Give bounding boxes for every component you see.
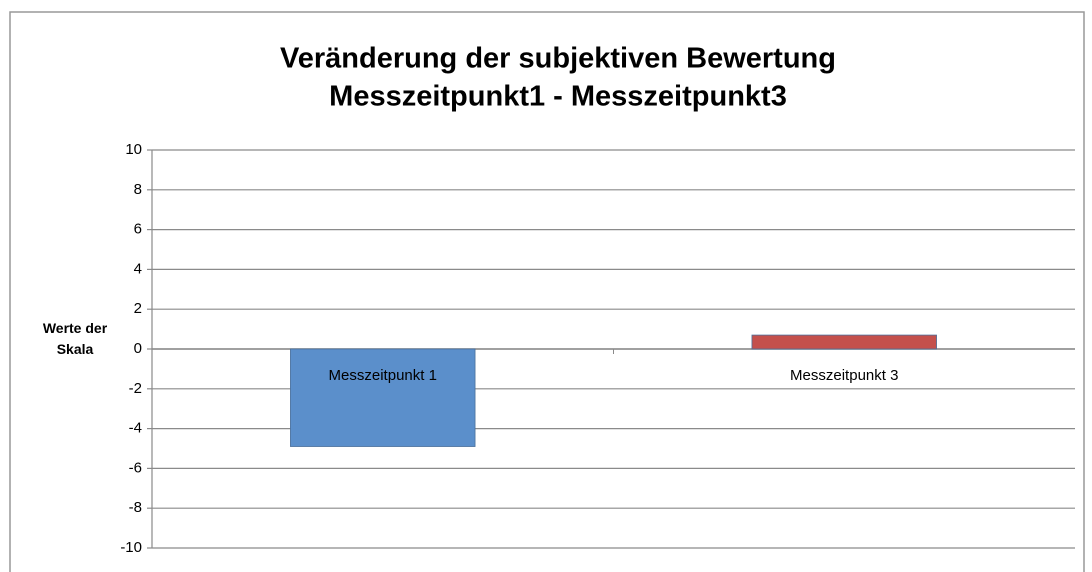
- bar: [751, 334, 937, 350]
- y-tick-label: -4: [129, 420, 142, 437]
- chart-title: Veränderung der subjektiven Bewertung: [280, 43, 836, 75]
- x-tick-label: Messzeitpunkt 3: [790, 367, 898, 384]
- chart-border: [9, 11, 1085, 572]
- y-tick-label: -2: [129, 380, 142, 397]
- y-tick-label: 8: [134, 181, 142, 198]
- y-tick-label: -6: [129, 459, 142, 476]
- chart-subtitle: Messzeitpunkt1 - Messzeitpunkt3: [329, 81, 787, 113]
- y-tick-label: 6: [134, 221, 142, 238]
- y-tick-label: 4: [134, 260, 142, 277]
- y-tick-label: -8: [129, 499, 142, 516]
- y-axis-label: Werte der Skala: [42, 320, 108, 357]
- bar: [290, 348, 476, 447]
- y-tick-label: 0: [134, 340, 142, 357]
- y-tick-label: -10: [120, 539, 142, 556]
- x-tick-label: Messzeitpunkt 1: [329, 367, 437, 384]
- y-tick-label: 2: [134, 300, 142, 317]
- y-tick-label: 10: [125, 141, 142, 158]
